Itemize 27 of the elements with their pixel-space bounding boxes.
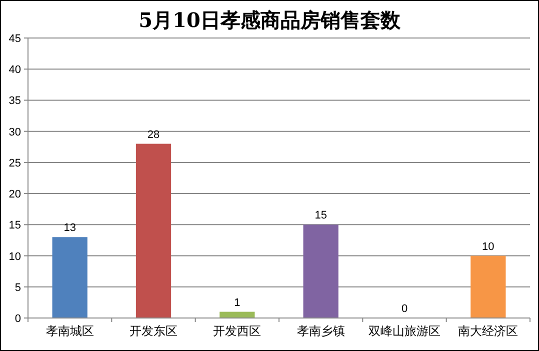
y-tick-label: 30 xyxy=(8,126,21,138)
bar xyxy=(52,237,88,318)
x-tick-label: 南大经济区 xyxy=(458,324,518,338)
y-tick-label: 10 xyxy=(8,250,21,263)
bar xyxy=(470,256,506,318)
x-tick-label: 孝南乡镇 xyxy=(296,324,345,338)
data-label: 0 xyxy=(401,303,408,315)
data-label: 1 xyxy=(234,296,240,309)
y-tick-label: 45 xyxy=(8,33,21,45)
chart-title: 5月10日孝感商品房销售套数 xyxy=(138,8,402,32)
y-tick-label: 5 xyxy=(14,282,21,294)
bar xyxy=(303,224,338,318)
data-label: 15 xyxy=(314,210,327,222)
bar xyxy=(136,144,172,318)
x-tick-label: 孝南城区 xyxy=(46,324,94,338)
y-tick-label: 15 xyxy=(8,220,21,232)
y-tick-label: 25 xyxy=(8,157,21,170)
data-label: 10 xyxy=(482,240,494,253)
y-tick-label: 40 xyxy=(8,64,21,76)
x-tick-label: 开发东区 xyxy=(130,324,178,338)
y-tick-label: 0 xyxy=(14,313,21,325)
y-tick-label: 20 xyxy=(8,188,21,201)
data-label: 13 xyxy=(64,222,76,234)
x-tick-label: 开发西区 xyxy=(213,324,262,338)
y-tick-label: 35 xyxy=(8,95,21,108)
x-tick-label: 双峰山旅游区 xyxy=(368,324,440,338)
data-label: 28 xyxy=(147,128,160,141)
